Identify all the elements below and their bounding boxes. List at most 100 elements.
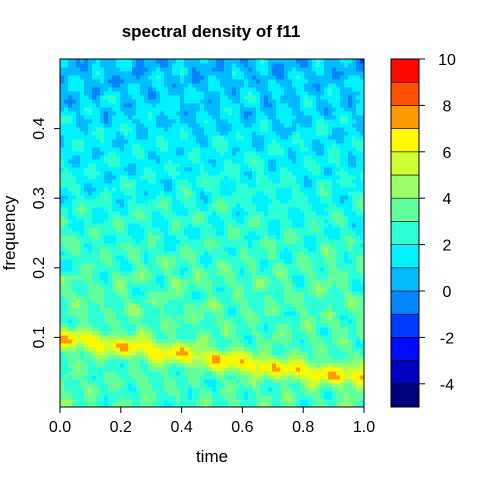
heatmap-cell xyxy=(236,91,241,96)
heatmap-plot-area xyxy=(59,58,365,408)
heatmap-cell xyxy=(100,215,105,220)
heatmap-cell xyxy=(196,331,201,336)
heatmap-cell xyxy=(212,79,217,84)
heatmap-cell xyxy=(252,279,257,284)
heatmap-cell xyxy=(268,183,273,188)
heatmap-cell xyxy=(140,315,145,320)
heatmap-cell xyxy=(232,147,237,152)
heatmap-cell xyxy=(180,67,185,72)
heatmap-cell xyxy=(60,339,65,344)
heatmap-cell xyxy=(184,263,189,268)
heatmap-cell xyxy=(252,271,257,276)
heatmap-cell xyxy=(84,83,89,88)
heatmap-cell xyxy=(180,199,185,204)
heatmap-cell xyxy=(256,91,261,96)
heatmap-cell xyxy=(200,79,205,84)
heatmap-cell xyxy=(160,135,165,140)
heatmap-cell xyxy=(276,207,281,212)
heatmap-cell xyxy=(188,239,193,244)
heatmap-cell xyxy=(104,307,109,312)
heatmap-cell xyxy=(132,79,137,84)
heatmap-cell xyxy=(184,331,189,336)
heatmap-cell xyxy=(100,115,105,120)
heatmap-cell xyxy=(284,147,289,152)
heatmap-cell xyxy=(152,91,157,96)
heatmap-cell xyxy=(160,215,165,220)
heatmap-cell xyxy=(200,251,205,256)
heatmap-cell xyxy=(84,159,89,164)
heatmap-cell xyxy=(112,155,117,160)
heatmap-cell xyxy=(120,323,125,328)
heatmap-cell xyxy=(128,339,133,344)
heatmap-cell xyxy=(152,159,157,164)
heatmap-cell xyxy=(188,199,193,204)
heatmap-cell xyxy=(232,111,237,116)
heatmap-cell xyxy=(184,63,189,68)
heatmap-cell xyxy=(140,399,145,404)
heatmap-cell xyxy=(128,395,133,400)
heatmap-cell xyxy=(176,139,181,144)
heatmap-cell xyxy=(116,131,121,136)
heatmap-cell xyxy=(244,395,249,400)
heatmap-cell xyxy=(212,83,217,88)
heatmap-cell xyxy=(240,135,245,140)
heatmap-cell xyxy=(72,103,77,108)
heatmap-cell xyxy=(120,203,125,208)
heatmap-cell xyxy=(148,99,153,104)
heatmap-cell xyxy=(264,283,269,288)
heatmap-cell xyxy=(140,311,145,316)
heatmap-cell xyxy=(108,263,113,268)
heatmap-cell xyxy=(116,387,121,392)
heatmap-cell xyxy=(160,67,165,72)
heatmap-cell xyxy=(268,243,273,248)
heatmap-cell xyxy=(180,207,185,212)
heatmap-cell xyxy=(140,239,145,244)
heatmap-cell xyxy=(252,79,257,84)
heatmap-cell xyxy=(140,59,145,64)
heatmap-cell xyxy=(104,155,109,160)
heatmap-cell xyxy=(60,159,65,164)
heatmap-cell xyxy=(216,127,221,132)
heatmap-cell xyxy=(216,395,221,400)
heatmap-cell xyxy=(68,195,73,200)
heatmap-cell xyxy=(244,271,249,276)
heatmap-cell xyxy=(160,255,165,260)
heatmap-cell xyxy=(168,351,173,356)
heatmap-cell xyxy=(188,367,193,372)
heatmap-cell xyxy=(64,127,69,132)
heatmap-cell xyxy=(224,171,229,176)
heatmap-cell xyxy=(256,223,261,228)
heatmap-cell xyxy=(60,71,65,76)
heatmap-cell xyxy=(112,87,117,92)
heatmap-cell xyxy=(96,259,101,264)
heatmap-cell xyxy=(148,391,153,396)
heatmap-cell xyxy=(228,119,233,124)
heatmap-cell xyxy=(228,375,233,380)
heatmap-cell xyxy=(116,215,121,220)
heatmap-cell xyxy=(188,295,193,300)
heatmap-cell xyxy=(260,139,265,144)
heatmap-cell xyxy=(276,287,281,292)
heatmap-cell xyxy=(72,75,77,80)
heatmap-cell xyxy=(68,247,73,252)
heatmap-cell xyxy=(248,155,253,160)
heatmap-cell xyxy=(152,395,157,400)
heatmap-cell xyxy=(248,91,253,96)
heatmap-cell xyxy=(64,179,69,184)
heatmap-cell xyxy=(268,403,273,407)
heatmap-cell xyxy=(64,159,69,164)
heatmap-cell xyxy=(140,343,145,348)
heatmap-cell xyxy=(224,59,229,64)
heatmap-cell xyxy=(212,383,217,388)
heatmap-cell xyxy=(244,111,249,116)
heatmap-cell xyxy=(112,191,117,196)
heatmap-cell xyxy=(268,139,273,144)
heatmap-cell xyxy=(180,83,185,88)
heatmap-cell xyxy=(248,123,253,128)
heatmap-cell xyxy=(216,235,221,240)
heatmap-cell xyxy=(140,279,145,284)
heatmap-cell xyxy=(220,319,225,324)
heatmap-cell xyxy=(172,255,177,260)
heatmap-cell xyxy=(276,107,281,112)
heatmap-cell xyxy=(144,79,149,84)
